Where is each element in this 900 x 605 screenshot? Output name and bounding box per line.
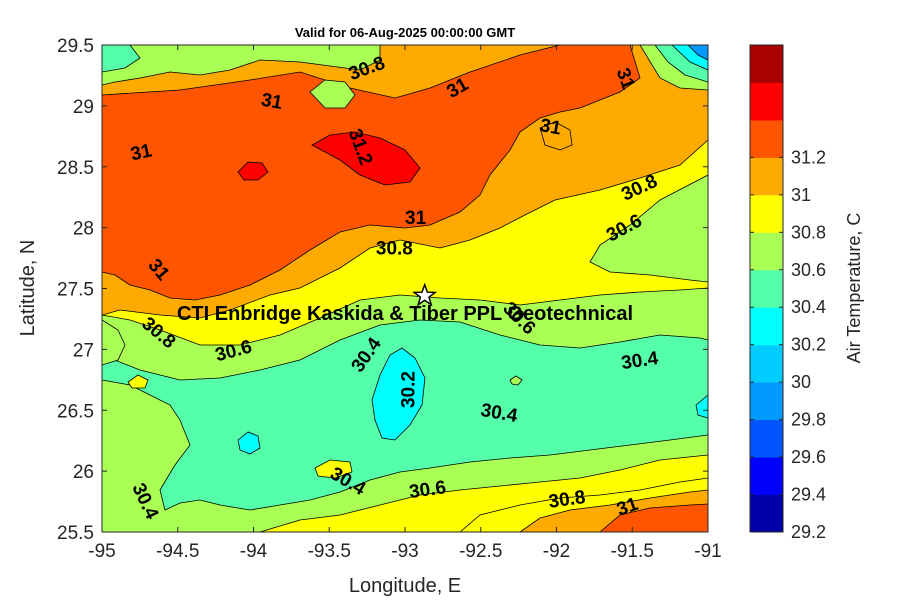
colorbar-frame (749, 44, 784, 533)
y-axis: 29.5 29 28.5 28 27.5 27 26.5 26 25.5 (57, 36, 708, 544)
colorbar-tick-label: 30.2 (791, 335, 826, 355)
colorbar-swatch (750, 457, 783, 496)
y-tick-label: 28 (73, 219, 94, 240)
x-tick-label: -91 (694, 541, 721, 562)
x-tick-label: -92 (543, 541, 570, 562)
y-tick-label: 29 (73, 97, 94, 118)
y-axis-label: Latitude, N (17, 240, 39, 337)
band-30.6-30.8-west-blob (127, 374, 149, 389)
colorbar-tick-label: 29.6 (791, 447, 826, 467)
colorbar-tick-label: 29.2 (791, 522, 826, 542)
x-tick-label: -93 (391, 541, 418, 562)
colorbar-label: Air Temperature, C (844, 213, 864, 364)
colorbar-tick-label: 31.2 (791, 147, 826, 167)
band-below-30-ne (687, 45, 708, 61)
colorbar-tick-label: 29.8 (791, 410, 826, 430)
map-title: Valid for 06-Aug-2025 00:00:00 GMT (295, 25, 515, 40)
band-30-30.2-central (371, 347, 426, 441)
colorbar-tick-label: 29.4 (791, 485, 826, 505)
contour-label: 30.8 (547, 487, 587, 513)
contour-label: 31 (260, 90, 285, 114)
colorbar-tick-label: 30.8 (791, 222, 826, 242)
band-30.4-30.6-small (509, 375, 523, 386)
x-axis-label: Longitude, E (349, 575, 461, 597)
colorbar-swatch (750, 194, 783, 233)
band-31-31.2-southeast (599, 503, 708, 532)
colorbar-swatch (750, 157, 783, 196)
band-30.4-30.6-north (102, 45, 381, 86)
band-30.6-30.8-south-blob (314, 459, 353, 479)
y-tick-label: 26.5 (57, 401, 94, 422)
band-30.4-30.6-west (102, 319, 126, 366)
band-31.2-above-b (237, 161, 269, 181)
y-tick-label: 25.5 (57, 523, 94, 544)
contour-label: 30.6 (408, 477, 448, 503)
contour-label: 30.2 (399, 371, 420, 408)
y-tick-label: 28.5 (57, 158, 94, 179)
contour-label: 31 (129, 140, 154, 165)
x-tick-label: -91.5 (611, 541, 654, 562)
colorbar-tick-label: 30 (791, 372, 811, 392)
band-30-30.2-small (237, 431, 261, 455)
x-tick-label: -95 (88, 541, 115, 562)
colorbar-swatch (750, 382, 783, 421)
band-30.4-30.6-east (589, 174, 708, 283)
colorbar-swatch (750, 232, 783, 271)
contour-label: 31 (405, 208, 427, 229)
colorbar-swatch (750, 494, 783, 533)
band-30.4-30.6-island-n (309, 79, 356, 109)
site-marker: CTI Enbridge Kaskida & Tiber PPL Geotech… (177, 282, 633, 325)
y-tick-label: 27 (73, 340, 94, 361)
colorbar-swatch (750, 307, 783, 346)
colorbar-swatch (750, 269, 783, 308)
colorbar-swatch (750, 419, 783, 458)
site-label: CTI Enbridge Kaskida & Tiber PPL Geotech… (177, 303, 633, 325)
y-tick-label: 29.5 (57, 36, 94, 57)
colorbar-swatch (750, 344, 783, 383)
colorbar-tick-label: 30.4 (791, 297, 826, 317)
x-tick-label: -94.5 (156, 541, 199, 562)
band-30-30.2-east (695, 394, 708, 419)
x-tick-label: -93.5 (308, 541, 351, 562)
band-30.6-30.8-ne-island (539, 121, 573, 151)
colorbar-tick-label: 30.6 (791, 260, 826, 280)
star-icon (412, 282, 438, 307)
colorbar: 29.2 29.4 29.6 29.8 30 30.2 30.4 30.6 30.8 31 31.2 (749, 44, 826, 542)
contour-label: 30.8 (376, 239, 413, 260)
band-30.2-30.4-nw (102, 45, 141, 73)
y-tick-label: 27.5 (57, 280, 94, 301)
temperature-field (102, 45, 708, 532)
band-31.2-above-a (311, 131, 421, 186)
colorbar-swatch (750, 45, 783, 83)
y-tick-label: 26 (73, 462, 94, 483)
x-axis: -95 -94.5 -94 -93.5 -93 -92.5 -92 -91.5 -91 (88, 45, 722, 562)
x-tick-label: -92.5 (459, 541, 502, 562)
contour-label: 30.4 (620, 348, 660, 374)
colorbar-tick-label: 31 (791, 185, 811, 205)
colorbar-swatch (750, 82, 783, 121)
x-tick-label: -94 (240, 541, 268, 562)
colorbar-swatch (750, 119, 783, 158)
contour-label: 31 (538, 115, 563, 139)
